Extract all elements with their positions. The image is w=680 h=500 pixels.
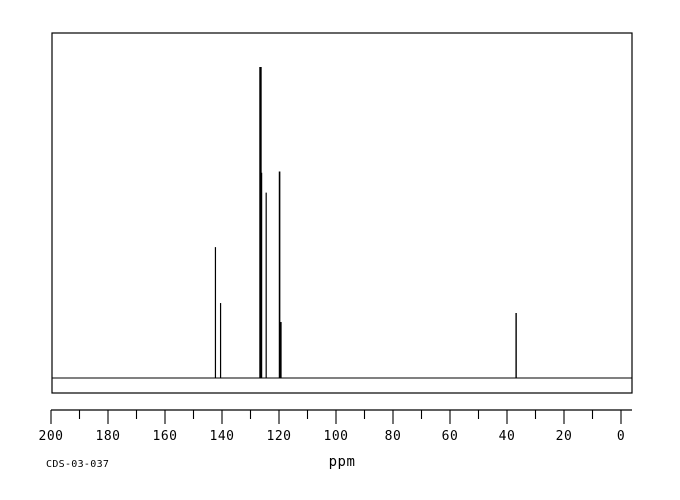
tick-label: 120 bbox=[267, 429, 292, 444]
x-axis-tick-labels: 200 180 160 140 120 100 80 60 40 20 0 bbox=[39, 429, 625, 444]
tick-label: 200 bbox=[39, 429, 64, 444]
x-axis-title: ppm bbox=[329, 454, 356, 470]
sample-label: CDS-03-037 bbox=[46, 459, 109, 470]
tick-label: 0 bbox=[617, 429, 625, 444]
x-axis-ticks bbox=[50, 410, 622, 424]
tick-label: 80 bbox=[385, 429, 402, 444]
peak-traces bbox=[214, 67, 517, 378]
tick-label: 160 bbox=[153, 429, 178, 444]
tick-label: 140 bbox=[210, 429, 235, 444]
tick-label: 100 bbox=[324, 429, 349, 444]
plot-frame bbox=[51, 32, 633, 394]
tick-label: 40 bbox=[499, 429, 516, 444]
tick-label: 180 bbox=[96, 429, 121, 444]
tick-label: 60 bbox=[442, 429, 459, 444]
tick-label: 20 bbox=[556, 429, 573, 444]
